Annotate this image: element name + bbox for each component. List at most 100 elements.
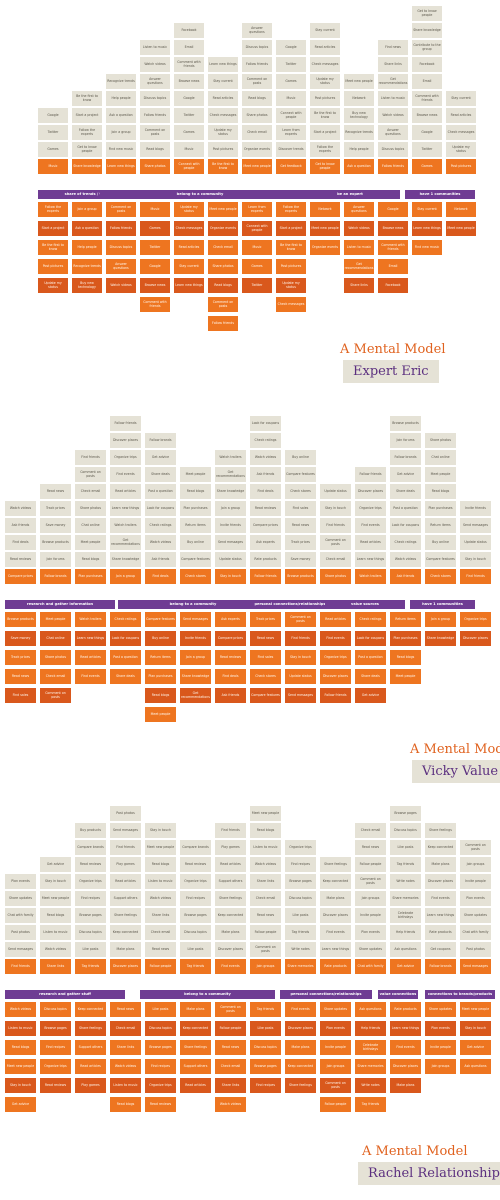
- task-tile: Follow the experts: [72, 125, 102, 140]
- support-tile: Check email: [208, 240, 238, 255]
- support-tile: Plan purchases: [390, 631, 421, 646]
- task-tile: Organize trips: [285, 840, 316, 855]
- task-tile: Learn new things: [106, 159, 136, 174]
- support-tile: Start a project: [276, 221, 306, 236]
- support-tile: Ask questions: [355, 1002, 386, 1017]
- task-tile: Join a group: [106, 125, 136, 140]
- task-tile: Ask friends: [145, 552, 176, 567]
- support-tile: Join groups: [320, 1059, 351, 1074]
- support-tile: Update my status: [38, 278, 68, 293]
- support-tile: Read news: [5, 669, 36, 684]
- task-tile: Discover places: [425, 874, 456, 889]
- task-tile: Answer questions: [378, 125, 408, 140]
- task-tile: Organize trips: [75, 874, 106, 889]
- task-tile: Follow brands: [390, 450, 421, 465]
- task-tile: Keep connected: [320, 874, 351, 889]
- support-tile: Follow people: [320, 1097, 351, 1112]
- support-tile: Post a question: [355, 650, 386, 665]
- task-tile: Make plans: [215, 925, 246, 940]
- task-tile: Compare features: [285, 467, 316, 482]
- support-tile: Read articles: [320, 612, 351, 627]
- task-tile: Send messages: [110, 823, 141, 838]
- task-tile: Plan purchases: [180, 501, 211, 516]
- task-tile: Browse pages: [180, 908, 211, 923]
- support-tile: Invite people: [425, 1040, 456, 1055]
- task-tile: Chat with family: [355, 959, 386, 974]
- task-tile: Find deals: [145, 569, 176, 584]
- task-tile: Update status: [460, 535, 491, 550]
- task-tile: Ask a question: [106, 108, 136, 123]
- task-tile: Chat with family: [5, 908, 36, 923]
- support-tile: Discuss topics: [40, 1002, 71, 1017]
- task-tile: Games: [38, 142, 68, 157]
- mental-space-band: share of trends / technologies: [38, 190, 152, 199]
- task-tile: Comment on posts: [355, 874, 386, 889]
- task-tile: Read blogs: [40, 908, 71, 923]
- support-tile: Meet new people: [5, 1059, 36, 1074]
- task-tile: Update my status: [208, 125, 238, 140]
- support-tile: Find events: [75, 669, 106, 684]
- support-tile: Answer questions: [344, 202, 374, 217]
- support-tile: Network: [310, 202, 340, 217]
- support-tile: Keep connected: [75, 1002, 106, 1017]
- task-tile: Follow friends: [242, 57, 272, 72]
- task-tile: Join groups: [355, 891, 386, 906]
- task-tile: Invite people: [460, 874, 491, 889]
- support-tile: Get recommendations: [180, 688, 211, 703]
- support-tile: Organize trips: [40, 1059, 71, 1074]
- support-tile: Ask experts: [215, 612, 246, 627]
- support-tile: Meet new people: [310, 221, 340, 236]
- task-tile: Compare prices: [5, 569, 36, 584]
- support-tile: Listen to music: [5, 1021, 36, 1036]
- task-tile: Check email: [355, 823, 386, 838]
- support-tile: Games: [140, 221, 170, 236]
- support-tile: Chat online: [40, 631, 71, 646]
- support-tile: Discuss topics: [145, 1021, 176, 1036]
- support-tile: Get advice: [355, 688, 386, 703]
- task-tile: Look for coupons: [390, 518, 421, 533]
- support-tile: Compare features: [145, 612, 176, 627]
- task-tile: Read blogs: [75, 552, 106, 567]
- task-tile: Join a group: [110, 569, 141, 584]
- task-tile: Start a project: [310, 125, 340, 140]
- task-tile: Games: [174, 125, 204, 140]
- support-tile: Check stores: [250, 669, 281, 684]
- task-tile: Watch videos: [250, 857, 281, 872]
- support-tile: Read news: [110, 1002, 141, 1017]
- task-tile: Follow the experts: [310, 142, 340, 157]
- support-tile: Read blogs: [5, 1040, 36, 1055]
- support-tile: Get advice: [5, 1097, 36, 1112]
- support-tile: Help people: [72, 240, 102, 255]
- task-tile: Connect with people: [276, 108, 306, 123]
- task-tile: Get advice: [40, 857, 71, 872]
- task-tile: Post a question: [390, 501, 421, 516]
- support-tile: Read blogs: [145, 688, 176, 703]
- support-tile: Comment on posts: [40, 688, 71, 703]
- task-tile: Read blogs: [250, 823, 281, 838]
- mental-space-band: connections to brands/products: [425, 990, 495, 999]
- task-tile: Share links: [250, 874, 281, 889]
- task-tile: Write notes: [285, 942, 316, 957]
- task-tile: Get feedback: [276, 159, 306, 174]
- task-tile: Discuss topics: [180, 925, 211, 940]
- support-tile: Join a group: [425, 612, 456, 627]
- task-tile: Start a project: [72, 108, 102, 123]
- task-tile: Comment with friends: [412, 91, 442, 106]
- task-tile: Stay in touch: [460, 552, 491, 567]
- task-tile: Share feelings: [110, 908, 141, 923]
- support-tile: Listen to music: [344, 240, 374, 255]
- support-tile: Update my status: [174, 202, 204, 217]
- task-tile: Buy online: [180, 535, 211, 550]
- task-tile: Play games: [110, 857, 141, 872]
- task-tile: Support others: [215, 874, 246, 889]
- task-tile: Find recipes: [75, 891, 106, 906]
- task-tile: Share knowledge: [72, 159, 102, 174]
- task-tile: Discover places: [110, 433, 141, 448]
- task-tile: Comment on posts: [250, 942, 281, 957]
- support-tile: Meet people: [40, 612, 71, 627]
- support-tile: Celebrate birthdays: [355, 1040, 386, 1055]
- support-tile: Email: [378, 259, 408, 274]
- task-tile: Read blogs: [180, 484, 211, 499]
- support-tile: Watch videos: [5, 1002, 36, 1017]
- support-tile: Ask friends: [215, 688, 246, 703]
